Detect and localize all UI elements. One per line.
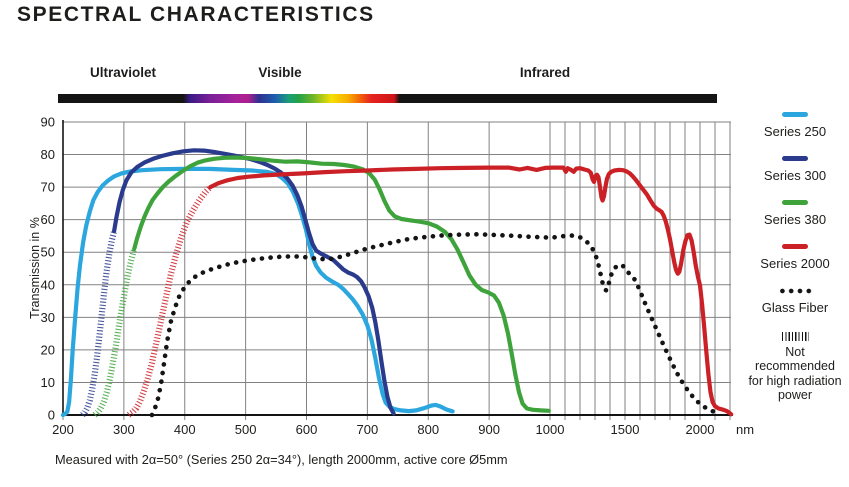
x-tick-label: 500 (235, 422, 257, 437)
y-tick-label: 0 (48, 408, 55, 423)
x-tick-label: 300 (113, 422, 135, 437)
chart-legend: Series 250 Series 300 Series 380 Series … (741, 112, 849, 420)
legend-label: Series 300 (763, 168, 827, 183)
curve-series-300-hatch (80, 230, 118, 418)
spectrum-bar (58, 94, 717, 103)
legend-note: Not recommended for high radiation power (747, 332, 843, 403)
y-tick-label: 10 (41, 375, 55, 390)
x-tick-label: 1000 (536, 422, 565, 437)
band-label-visible: Visible (258, 65, 302, 80)
page-title: SPECTRAL CHARACTERISTICS (17, 3, 375, 26)
legend-label: Series 380 (763, 212, 827, 227)
x-tick-label: 900 (478, 422, 500, 437)
curve-series-380 (132, 155, 551, 413)
x-tick-label: 700 (357, 422, 379, 437)
hatch-pattern-icon (781, 332, 809, 341)
measurement-caption: Measured with 2α=50° (Series 250 2α=34°)… (55, 452, 508, 467)
curve-series-2000-hatch (126, 184, 213, 418)
legend-item-series-380: Series 380 (764, 200, 826, 227)
band-label-ultraviolet: Ultraviolet (89, 65, 157, 80)
series-300-line-icon (782, 156, 808, 161)
curve-series-380-hatch (92, 248, 138, 418)
legend-label: Series 250 (763, 124, 827, 139)
y-tick-label: 90 (41, 115, 55, 130)
series-250-line-icon (782, 112, 808, 117)
legend-item-series-2000: Series 2000 (760, 244, 830, 271)
curve-series-300 (111, 148, 396, 416)
legend-item-glass-fiber: Glass Fiber (762, 288, 828, 315)
legend-item-series-250: Series 250 (764, 112, 826, 139)
x-tick-label: 400 (174, 422, 196, 437)
x-tick-label: 800 (417, 422, 439, 437)
x-tick-label: 2000 (686, 422, 715, 437)
y-tick-label: 20 (41, 342, 55, 357)
curve-glass-fiber (149, 232, 722, 418)
legend-item-series-300: Series 300 (764, 156, 826, 183)
dotted-line-icon (778, 288, 812, 294)
y-tick-label: 50 (41, 245, 55, 260)
y-tick-label: 60 (41, 212, 55, 227)
y-tick-label: 30 (41, 310, 55, 325)
x-tick-label: 1500 (611, 422, 640, 437)
curve-series-250 (60, 166, 455, 418)
y-tick-label: 70 (41, 180, 55, 195)
x-tick-label: 600 (296, 422, 318, 437)
y-tick-label: 80 (41, 147, 55, 162)
legend-label: Glass Fiber (761, 300, 829, 315)
series-380-line-icon (782, 200, 808, 205)
legend-label: Series 2000 (760, 256, 830, 271)
y-tick-label: 40 (41, 277, 55, 292)
legend-note-text: Not recommended for high radiation power (748, 345, 842, 403)
curve-series-2000 (208, 165, 734, 417)
series-2000-line-icon (781, 244, 808, 249)
band-label-infrared: Infrared (519, 65, 571, 80)
y-axis-title: Transmission in % (28, 217, 42, 319)
x-axis-unit: nm (736, 422, 754, 437)
x-tick-label: 200 (52, 422, 74, 437)
